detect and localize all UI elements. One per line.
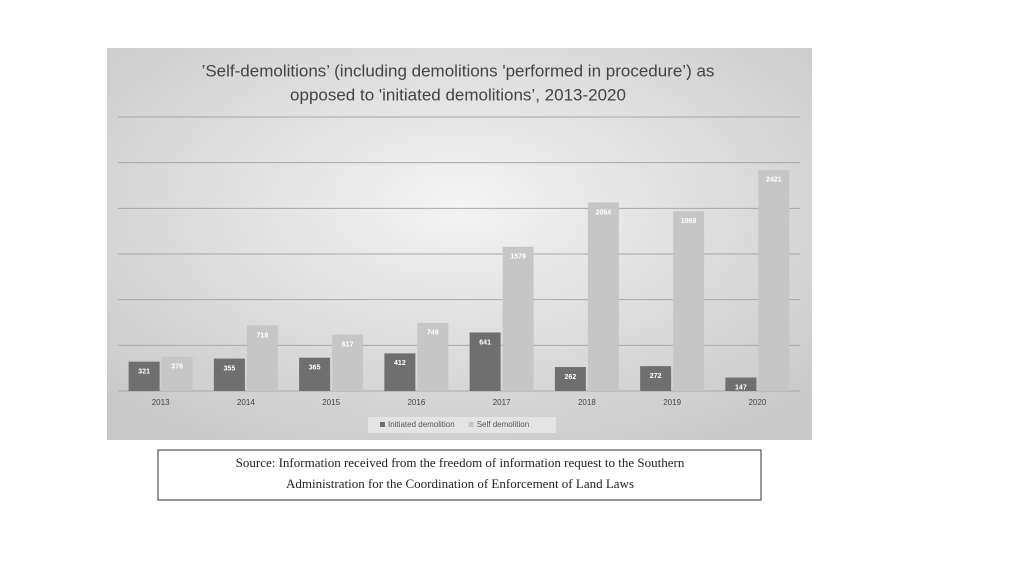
source-text: Source: Information received from the fr… <box>236 455 685 470</box>
data-label: 718 <box>257 332 269 339</box>
data-label: 365 <box>309 365 321 372</box>
data-label: 641 <box>479 339 491 346</box>
legend-swatch <box>468 422 474 427</box>
data-label: 746 <box>427 330 439 337</box>
chart-title: ’Self-demolitions’ (including demolition… <box>202 61 715 80</box>
bar <box>725 377 757 391</box>
legend-background <box>368 417 556 433</box>
bar <box>417 322 449 391</box>
x-tick-label: 2013 <box>152 398 170 407</box>
bar <box>673 211 705 391</box>
x-tick-label: 2019 <box>663 398 681 407</box>
bar <box>758 169 790 391</box>
data-label: 262 <box>565 374 577 381</box>
bar <box>640 366 672 391</box>
data-label: 321 <box>138 369 150 376</box>
chart-background <box>107 48 812 440</box>
legend-label: Self demolition <box>477 420 529 429</box>
bar <box>332 334 364 391</box>
bar <box>384 353 416 391</box>
chart-title: opposed to 'initiated demolitions’, 2013… <box>290 85 626 104</box>
bar <box>299 357 331 391</box>
data-label: 272 <box>650 373 662 380</box>
data-label: 617 <box>342 341 354 348</box>
data-label: 1969 <box>681 218 697 225</box>
x-tick-label: 2020 <box>748 398 766 407</box>
legend-swatch <box>380 422 385 427</box>
data-label: 412 <box>394 360 406 367</box>
bar <box>128 361 160 391</box>
data-label: 2064 <box>596 209 612 216</box>
data-label: 355 <box>224 365 236 372</box>
data-label: 376 <box>171 364 183 371</box>
x-tick-label: 2017 <box>493 398 511 407</box>
bar <box>469 332 501 391</box>
bar <box>502 246 534 391</box>
data-label: 1579 <box>510 254 526 261</box>
x-tick-label: 2018 <box>578 398 596 407</box>
bar <box>587 202 619 391</box>
bar <box>246 325 278 391</box>
x-tick-label: 2016 <box>407 398 425 407</box>
bar <box>161 356 193 391</box>
legend-label: Initiated demolition <box>388 420 455 429</box>
x-tick-label: 2014 <box>237 398 255 407</box>
source-text: Administration for the Coordination of E… <box>286 476 634 491</box>
data-label: 147 <box>735 384 747 391</box>
source-box <box>157 449 762 501</box>
x-tick-label: 2015 <box>322 398 340 407</box>
data-label: 2421 <box>766 177 782 184</box>
bar <box>554 367 586 391</box>
bar <box>213 358 245 391</box>
